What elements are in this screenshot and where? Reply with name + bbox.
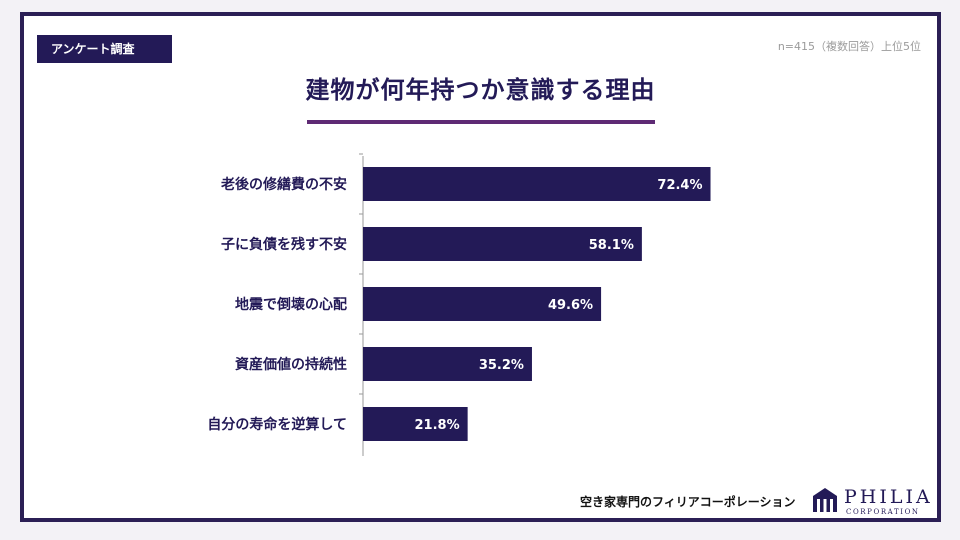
bar xyxy=(363,287,602,321)
category-label: 老後の修繕費の不安 xyxy=(221,176,347,193)
bar xyxy=(363,227,642,261)
sample-note: n=415（複数回答）上位5位 xyxy=(777,40,921,53)
footer-company: 空き家専門のフィリアコーポレーション xyxy=(580,495,796,509)
bar xyxy=(363,347,532,381)
survey-tag: アンケート調査 xyxy=(37,35,172,63)
bar-chart: 老後の修繕費の不安 72.4% 子に負債を残す不安 58.1% 地震で倒壊の心配 49.6… xyxy=(207,153,711,456)
logo-subtitle: CORPORATION xyxy=(846,508,920,516)
value-label: 21.8% xyxy=(415,418,460,433)
bar xyxy=(363,407,468,441)
bar xyxy=(363,167,711,201)
title-underline xyxy=(307,120,655,124)
category-label: 自分の寿命を逆算して xyxy=(207,416,347,433)
category-label: 資産価値の持続性 xyxy=(235,356,347,373)
value-label: 72.4% xyxy=(657,178,702,193)
value-label: 49.6% xyxy=(548,298,593,313)
building-logo-icon xyxy=(813,488,837,512)
value-label: 35.2% xyxy=(479,358,524,373)
logo-name: PHILIA xyxy=(844,486,933,508)
category-label: 子に負債を残す不安 xyxy=(221,236,347,253)
chart-title: 建物が何年持つか意識する理由 xyxy=(305,76,656,104)
value-label: 58.1% xyxy=(589,238,634,253)
category-label: 地震で倒壊の心配 xyxy=(235,296,347,313)
slide-frame: アンケート調査 n=415（複数回答）上位5位 建物が何年持つか意識する理由 老… xyxy=(20,12,941,522)
